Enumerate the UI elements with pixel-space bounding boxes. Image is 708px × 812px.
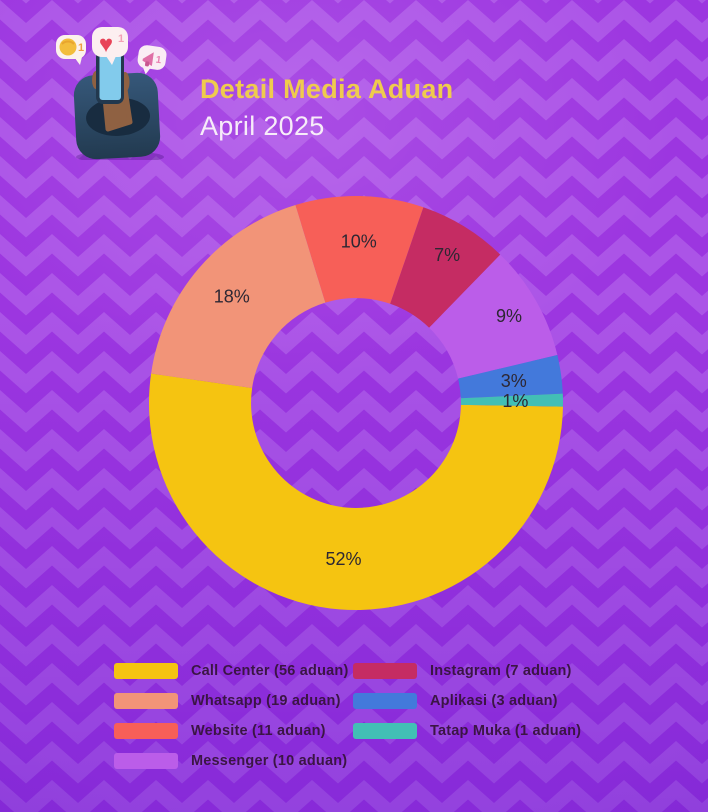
donut-slice-instagram bbox=[390, 207, 501, 328]
megaphone-icon bbox=[142, 52, 154, 67]
legend-label-whatsapp: Whatsapp (19 aduan) bbox=[191, 693, 341, 709]
slice-label-messenger: 9% bbox=[496, 306, 522, 326]
slice-label-whatsapp: 18% bbox=[214, 287, 250, 307]
notification-bubble-comment: 1 bbox=[56, 35, 86, 65]
legend-column-left: Call Center (56 aduan) Whatsapp (19 aduan… bbox=[114, 656, 353, 776]
legend-label-aplikasi: Aplikasi (3 aduan) bbox=[430, 693, 558, 709]
legend-item-website: Website (11 aduan) bbox=[114, 716, 353, 746]
slice-label-aplikasi: 3% bbox=[501, 371, 527, 391]
legend-swatch-whatsapp bbox=[114, 693, 178, 709]
bubble-count: 1 bbox=[155, 55, 162, 67]
donut-slice-aplikasi bbox=[458, 355, 563, 399]
slice-label-instagram: 7% bbox=[434, 245, 460, 265]
slice-label-call-center: 52% bbox=[325, 549, 361, 569]
legend-swatch-website bbox=[114, 723, 178, 739]
donut-slice-tatap-muka bbox=[460, 393, 564, 407]
donut-slice-messenger bbox=[429, 254, 558, 379]
legend-swatch-instagram bbox=[353, 663, 417, 679]
legend-column-right: Instagram (7 aduan) Aplikasi (3 aduan) Tat… bbox=[353, 656, 581, 776]
page-title: Detail Media Aduan bbox=[200, 74, 454, 104]
legend-swatch-aplikasi bbox=[353, 693, 417, 709]
header: Detail Media Aduan April 2025 bbox=[200, 74, 453, 142]
phone-screen bbox=[99, 54, 121, 100]
legend-swatch-call-center bbox=[114, 663, 178, 679]
heart-icon: ♥ bbox=[99, 31, 113, 58]
bubble-count: 1 bbox=[118, 33, 124, 45]
slice-label-website: 10% bbox=[341, 232, 377, 252]
donut-slice-call-center bbox=[149, 373, 563, 611]
legend-label-messenger: Messenger (10 aduan) bbox=[191, 753, 348, 769]
donut-chart: 52% 18% 10% 7% 9% 3% 1% bbox=[140, 187, 572, 619]
phone-social-illustration: 1 ♥ 1 1 bbox=[56, 27, 167, 160]
donut-slice-whatsapp bbox=[151, 205, 326, 389]
legend-item-instagram: Instagram (7 aduan) bbox=[353, 656, 581, 686]
legend-item-call-center: Call Center (56 aduan) bbox=[114, 656, 353, 686]
legend-item-messenger: Messenger (10 aduan) bbox=[114, 746, 353, 776]
legend-swatch-messenger bbox=[114, 753, 178, 769]
page-subtitle: April 2025 bbox=[200, 111, 325, 141]
legend-item-tatap-muka: Tatap Muka (1 aduan) bbox=[353, 716, 581, 746]
legend-label-call-center: Call Center (56 aduan) bbox=[191, 663, 349, 679]
legend-item-whatsapp: Whatsapp (19 aduan) bbox=[114, 686, 353, 716]
notification-bubble-megaphone: 1 bbox=[137, 45, 167, 75]
legend-label-instagram: Instagram (7 aduan) bbox=[430, 663, 572, 679]
bubble-count: 1 bbox=[78, 42, 84, 54]
slice-label-tatap-muka: 1% bbox=[502, 391, 528, 411]
legend-swatch-tatap-muka bbox=[353, 723, 417, 739]
legend-label-tatap-muka: Tatap Muka (1 aduan) bbox=[430, 723, 582, 739]
legend-item-aplikasi: Aplikasi (3 aduan) bbox=[353, 686, 581, 716]
legend-label-website: Website (11 aduan) bbox=[191, 723, 326, 739]
notification-bubble-heart: ♥ 1 bbox=[92, 27, 128, 65]
chart-legend: Call Center (56 aduan) Whatsapp (19 aduan… bbox=[114, 656, 581, 776]
donut-slice-website bbox=[295, 195, 424, 304]
